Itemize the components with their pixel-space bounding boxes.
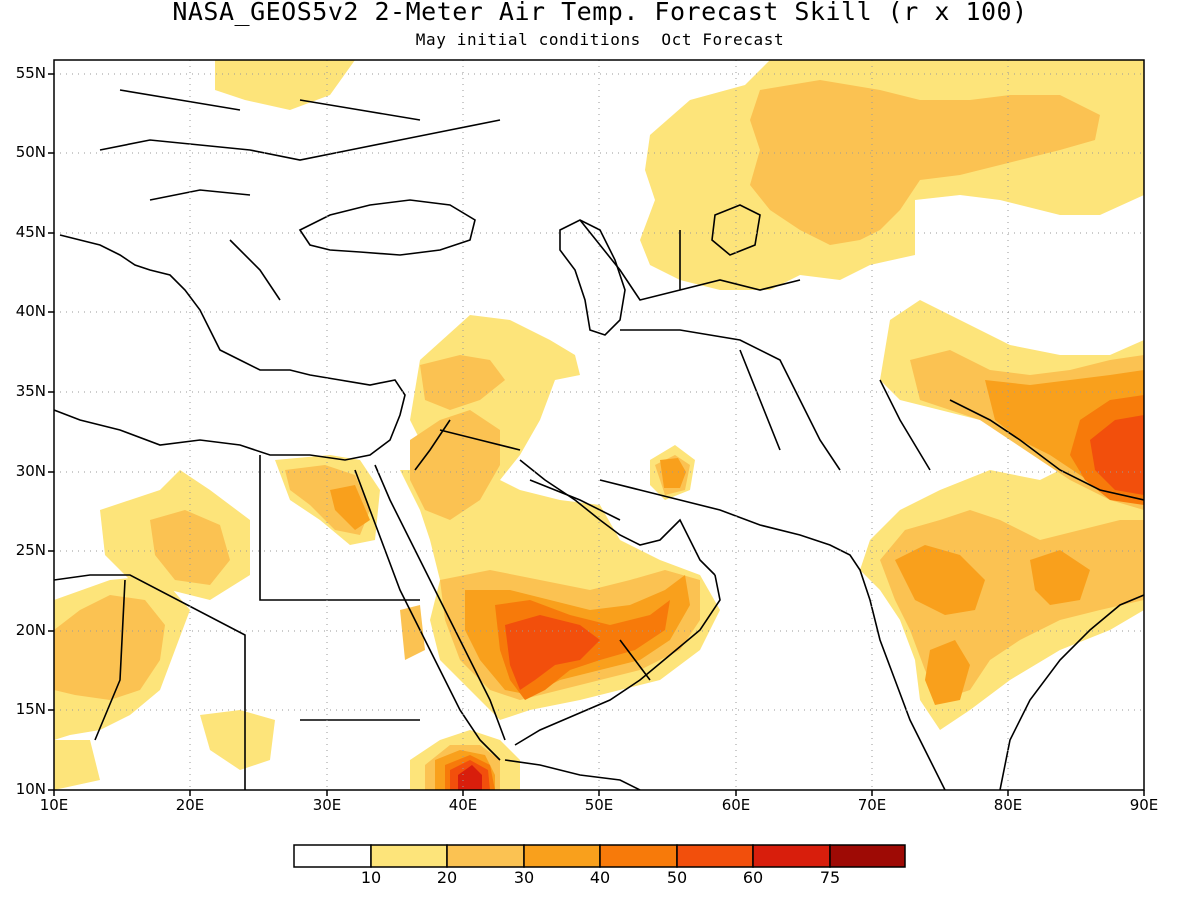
europe-borders bbox=[99, 89, 501, 301]
axis-ticks bbox=[48, 73, 1145, 796]
eastern-himalaya-peak-region bbox=[1090, 415, 1144, 495]
skill-level-60 bbox=[458, 765, 482, 790]
lat-label: 50N bbox=[15, 143, 46, 161]
caspian-coast bbox=[559, 219, 626, 336]
red-sea-west-region bbox=[400, 605, 425, 660]
colorbar-segment-5 bbox=[676, 844, 754, 868]
arabia-south-coast bbox=[514, 574, 721, 746]
niger-chad-region bbox=[54, 595, 165, 700]
colorbar-segment-7 bbox=[829, 844, 906, 868]
colorbar-segment-3 bbox=[523, 844, 601, 868]
colorbar-label: 10 bbox=[360, 868, 382, 887]
lat-label: 55N bbox=[15, 64, 46, 82]
colorbar-label: 20 bbox=[436, 868, 458, 887]
mediterranean-coast bbox=[54, 234, 406, 461]
skill-level-50 bbox=[450, 415, 1144, 790]
black-sea-coast bbox=[298, 199, 476, 256]
sudan-south-region bbox=[200, 710, 275, 770]
red-sea-west-coast bbox=[354, 469, 501, 761]
colorbar-segment-6 bbox=[752, 844, 831, 868]
lon-label: 30E bbox=[312, 796, 342, 814]
iraq-jordan-region bbox=[410, 410, 500, 520]
lon-label: 20E bbox=[175, 796, 205, 814]
lat-label: 35N bbox=[15, 382, 46, 400]
colorbar-label: 75 bbox=[819, 868, 841, 887]
aral-sea bbox=[711, 204, 761, 256]
colorbar bbox=[293, 844, 906, 868]
red-sea-east-coast bbox=[374, 464, 506, 741]
lat-label: 10N bbox=[15, 780, 46, 798]
india-east-coast bbox=[999, 594, 1144, 790]
asia-borders bbox=[414, 219, 1144, 681]
colorbar-segment-2 bbox=[446, 844, 525, 868]
skill-shading bbox=[54, 60, 1144, 790]
lon-label: 40E bbox=[448, 796, 478, 814]
lon-label: 60E bbox=[721, 796, 751, 814]
eastern-europe-region bbox=[215, 60, 355, 110]
egypt-spot-region bbox=[330, 485, 370, 530]
map-subtitle: May initial conditions Oct Forecast bbox=[415, 30, 785, 49]
map-title: NASA_GEOS5v2 2-Meter Air Temp. Forecast … bbox=[172, 0, 1028, 26]
colorbar-label: 50 bbox=[666, 868, 688, 887]
lat-label: 30N bbox=[15, 462, 46, 480]
kazakhstan-core-region bbox=[750, 80, 1100, 245]
lat-label: 15N bbox=[15, 700, 46, 718]
lon-label: 70E bbox=[857, 796, 887, 814]
lat-label: 40N bbox=[15, 302, 46, 320]
lat-label: 45N bbox=[15, 223, 46, 241]
iran-coast bbox=[599, 479, 946, 790]
somalia-coast bbox=[504, 759, 641, 790]
colorbar-segment-4 bbox=[599, 844, 678, 868]
colorbar-label: 30 bbox=[513, 868, 535, 887]
yemen-peak-region bbox=[505, 615, 600, 690]
colorbar-segment-0 bbox=[293, 844, 372, 868]
colorbar-label: 40 bbox=[589, 868, 611, 887]
colorbar-segment-1 bbox=[370, 844, 448, 868]
lon-label: 50E bbox=[584, 796, 614, 814]
india-east-spot-region bbox=[1030, 550, 1090, 605]
syria-region bbox=[420, 355, 505, 410]
southwest-libya-region bbox=[54, 740, 100, 790]
lon-label: 10E bbox=[39, 796, 69, 814]
coastlines-borders bbox=[54, 89, 1144, 790]
colorbar-label: 60 bbox=[742, 868, 764, 887]
chad-east-region bbox=[150, 510, 230, 585]
lon-label: 80E bbox=[993, 796, 1023, 814]
lat-label: 20N bbox=[15, 621, 46, 639]
lat-label: 25N bbox=[15, 541, 46, 559]
india-spot-region bbox=[895, 545, 985, 615]
iran-spot-region bbox=[660, 458, 686, 488]
ethiopia-max-region bbox=[458, 765, 482, 790]
africa-borders bbox=[54, 455, 420, 790]
lon-label: 90E bbox=[1129, 796, 1159, 814]
india-south-spot-region bbox=[925, 640, 970, 705]
